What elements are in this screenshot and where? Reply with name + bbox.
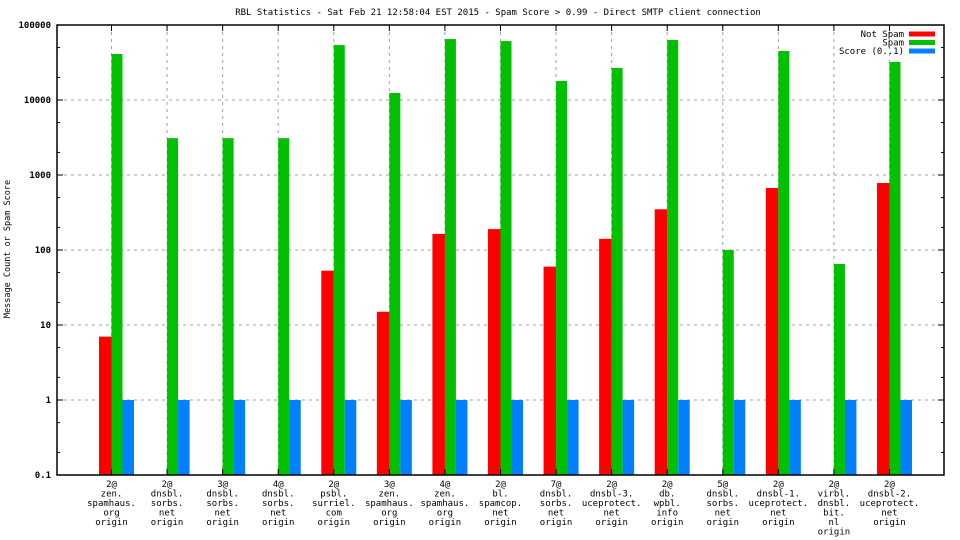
x-tick-label: 2@ dnsbl-1. uceprotect. net origin (749, 480, 809, 528)
bar-score (400, 400, 412, 475)
x-tick-label: 2@ dnsbl. sorbs. net origin (151, 480, 184, 528)
x-tick-label: 2@ dnsbl-2. uceprotect. net origin (860, 480, 920, 528)
y-axis: 0.1 1 10 100 1000 10000 100000 (18, 21, 944, 481)
x-tick-label: 7@ dnsbl. sorbs. net origin (540, 480, 573, 528)
y-tick-label: 100000 (18, 21, 51, 31)
bar-spam (278, 138, 290, 475)
bar-not-spam (765, 187, 779, 476)
bar-score (900, 400, 912, 475)
bars (99, 39, 912, 476)
bar-score (844, 400, 857, 475)
x-tick-label: 5@ dnsbl. sorbs. net origin (707, 480, 740, 528)
y-tick-label: 0.1 (35, 471, 51, 481)
bar-score (289, 400, 301, 475)
bar-score (122, 400, 134, 475)
legend-swatch (909, 31, 935, 37)
y-tick-label: 10000 (24, 96, 51, 106)
y-tick-label: 1000 (29, 171, 51, 181)
x-tick-label: 2@ psbl. surriel. com origin (312, 480, 355, 528)
bar-spam (889, 62, 901, 476)
x-tick-label: 2@ zen. spamhaus. org origin (87, 480, 136, 528)
bar-spam (611, 68, 623, 475)
legend-label: Spam (882, 39, 904, 49)
bar-score (344, 400, 357, 475)
bar-score (789, 400, 801, 475)
bar-spam (222, 138, 234, 475)
bar-spam (333, 45, 345, 476)
x-tick-label: 2@ bl. spamcop. net origin (479, 480, 522, 528)
bar-score (511, 400, 523, 475)
bar-score (178, 400, 190, 475)
legend-label: Score (0..1) (839, 47, 904, 57)
bar-not-spam (599, 238, 612, 475)
y-tick-label: 100 (35, 246, 51, 256)
x-axis: 2@ zen. spamhaus. org origin 2@ dnsbl. sorbs. ne… (87, 25, 919, 538)
bar-not-spam (543, 266, 557, 475)
bar-spam (389, 92, 401, 475)
legend-swatch (909, 48, 935, 54)
y-axis-label: Message Count or Spam Score (3, 180, 13, 318)
bar-spam (111, 54, 123, 476)
bar-spam (556, 81, 568, 476)
bar-not-spam (654, 209, 668, 475)
bar-not-spam (99, 336, 112, 475)
chart-title: RBL Statistics - Sat Feb 21 12:58:04 EST… (235, 8, 761, 18)
bar-score (678, 400, 690, 475)
x-tick-label: 2@ db. wpbl. info origin (651, 480, 684, 528)
legend-label: Not Spam (861, 30, 904, 40)
bar-score (567, 400, 579, 475)
bar-not-spam (876, 183, 890, 475)
bar-not-spam (432, 233, 445, 475)
bar-not-spam (321, 270, 334, 475)
bar-not-spam (487, 229, 501, 475)
bar-score (622, 400, 635, 475)
bar-spam (500, 41, 512, 476)
bar-spam (722, 250, 734, 475)
bar-spam (667, 40, 679, 475)
bar-not-spam (376, 311, 390, 475)
y-tick-label: 1 (46, 396, 51, 406)
bar-score (455, 400, 468, 475)
bar-spam (778, 51, 790, 475)
x-tick-label: 2@ virbl. dnsbl. bit. nl origin (818, 480, 851, 538)
x-tick-label: 4@ zen. spamhaus. org origin (421, 480, 470, 528)
y-tick-label: 10 (40, 321, 51, 331)
bar-spam (444, 39, 456, 476)
bar-score (733, 400, 746, 475)
bar-spam (833, 264, 845, 475)
x-tick-label: 3@ dnsbl. sorbs. net origin (206, 480, 239, 528)
x-tick-label: 3@ zen. spamhaus. org origin (365, 480, 414, 528)
bar-spam (167, 138, 179, 475)
x-tick-label: 4@ dnsbl. sorbs. net origin (262, 480, 295, 528)
x-tick-label: 2@ dnsbl-3. uceprotect. net origin (582, 480, 642, 528)
bar-score (233, 400, 246, 475)
legend-swatch (909, 40, 935, 45)
